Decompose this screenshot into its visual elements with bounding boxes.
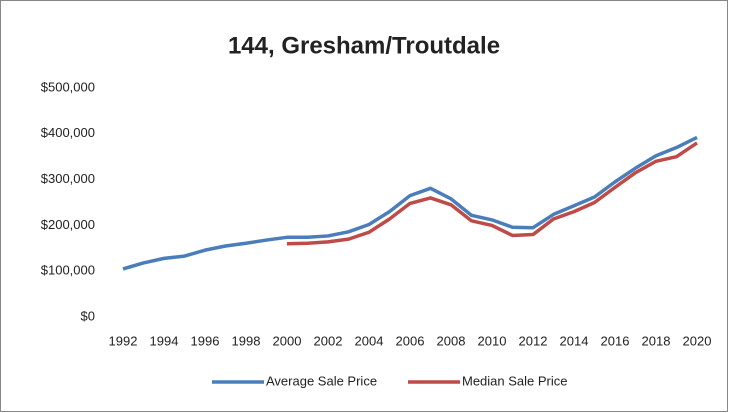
y-tick-label: $0: [81, 308, 95, 323]
x-tick-label: 2002: [314, 333, 343, 348]
legend-label: Average Sale Price: [266, 373, 377, 388]
x-tick-label: 1994: [150, 333, 179, 348]
y-tick-label: $200,000: [41, 217, 95, 232]
x-tick-label: 1998: [232, 333, 261, 348]
x-tick-label: 2020: [683, 333, 712, 348]
x-tick-label: 2008: [437, 333, 466, 348]
legend-label: Median Sale Price: [462, 373, 568, 388]
x-tick-label: 2014: [560, 333, 589, 348]
chart-title: 144, Gresham/Troutdale: [228, 32, 500, 59]
x-tick-label: 1996: [191, 333, 220, 348]
x-tick-label: 2004: [355, 333, 384, 348]
x-tick-label: 2016: [601, 333, 630, 348]
series-line: [122, 135, 698, 271]
y-tick-label: $300,000: [41, 171, 95, 186]
x-tick-label: 1992: [109, 333, 138, 348]
x-tick-label: 2012: [519, 333, 548, 348]
x-tick-label: 2006: [396, 333, 425, 348]
x-tick-label: 2000: [273, 333, 302, 348]
y-tick-label: $500,000: [41, 79, 95, 94]
x-tick-label: 2010: [478, 333, 507, 348]
y-tick-label: $100,000: [41, 263, 95, 278]
y-tick-label: $400,000: [41, 125, 95, 140]
x-tick-label: 2018: [642, 333, 671, 348]
series-line: [286, 141, 698, 246]
